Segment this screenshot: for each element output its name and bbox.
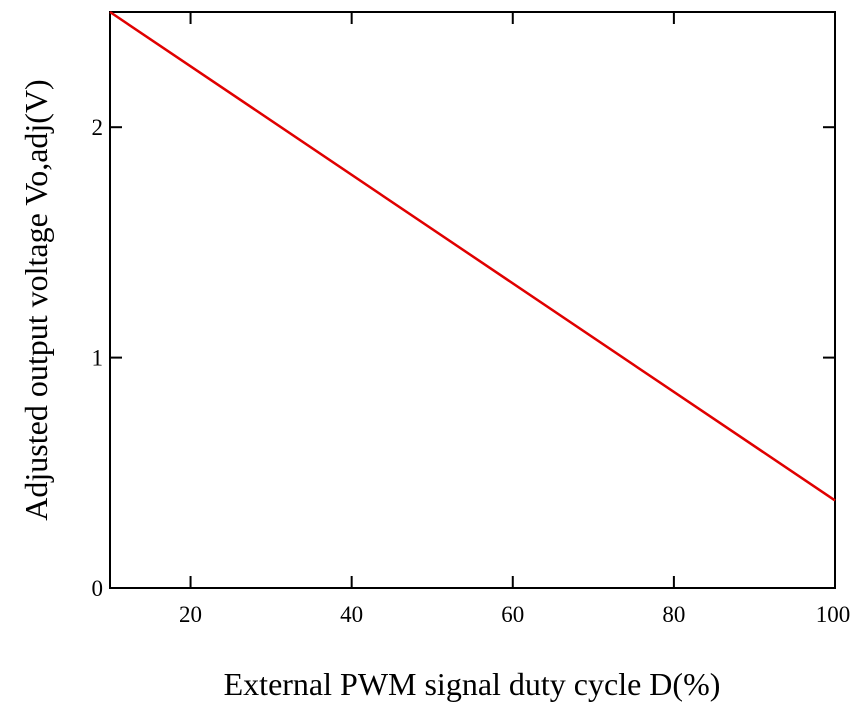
x-axis-title: External PWM signal duty cycle D(%) xyxy=(224,666,721,702)
x-tick-label: 60 xyxy=(501,602,524,627)
x-tick-label: 80 xyxy=(662,602,685,627)
y-tick-label: 2 xyxy=(92,115,104,140)
x-tick-label: 20 xyxy=(179,602,202,627)
x-tick-label: 100 xyxy=(816,602,851,627)
series-line xyxy=(109,10,836,502)
plot-frame xyxy=(109,11,836,589)
y-tick-label: 1 xyxy=(92,346,104,371)
y-axis-ticks: 0 1 2 xyxy=(92,115,835,601)
y-tick-label: 0 xyxy=(92,576,104,601)
x-tick-label: 40 xyxy=(340,602,363,627)
y-axis-title: Adjusted output voltage Vo,adj(V) xyxy=(18,79,54,520)
series-layer xyxy=(109,10,836,502)
x-axis-ticks: 20 40 60 80 100 xyxy=(179,12,850,627)
